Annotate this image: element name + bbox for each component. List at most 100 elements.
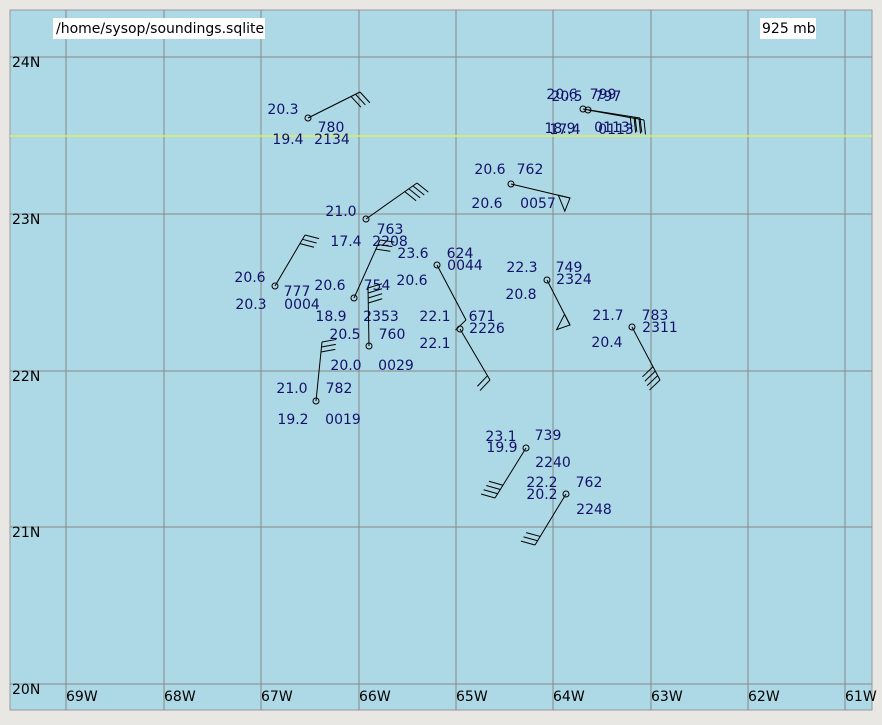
wind-barb [633,118,637,133]
wind-shaft [436,264,467,321]
wind-barb [304,234,320,240]
dewpoint: 22.1 [419,336,450,352]
dewpoint: 19.4 [272,132,303,148]
grid: 24N 23N 22N 21N 20N 69W 68W 67W 66W 65W 64W 63W 62W 6… [10,10,877,710]
stations: 20.3 780 19.4 2134 20.6 799 18.9 0113 20.5 797 17.… [234,87,678,546]
temperature: 22.3 [506,260,537,276]
station: 23.6 624 20.6 0044 [396,246,483,331]
height: 671 [469,309,496,325]
station: 20.3 780 19.4 2134 [267,91,371,148]
station: 20.6 799 18.9 0113 [544,87,643,137]
wind-barb [520,540,536,546]
wind-barb [526,532,541,537]
temperature: 22.1 [419,309,450,325]
station-marker [362,215,370,223]
code: 2353 [363,309,399,325]
latitude-label: 21N [12,525,40,541]
dewpoint: 20.2 [526,487,557,503]
wind-barb [639,117,643,133]
wind-barb [634,117,638,132]
wind-barb [486,485,501,490]
wind-barb [404,191,417,202]
wind-barb [320,348,336,353]
wind-barb [302,238,317,244]
code: 0113 [598,122,634,138]
height: 739 [535,428,562,444]
dewpoint: 20.8 [505,287,536,303]
longitude-label: 68W [164,689,196,705]
longitude-label: 67W [261,689,293,705]
temperature: 20.6 [474,162,505,178]
height: 780 [318,120,345,136]
station-marker [522,444,530,452]
wind-barb [408,188,421,199]
wind-barb [367,283,383,289]
wind-barb [477,375,488,387]
wind-barb [643,119,646,135]
wind-barb [480,493,496,499]
level: 925 mb [762,21,816,37]
wind-barb [629,116,633,131]
temperature: 20.5 [551,89,582,105]
dewpoint: 18.9 [315,309,346,325]
wind-barb [299,243,315,248]
level-box [760,18,816,39]
longitude-label: 69W [66,689,98,705]
station-marker [507,180,515,188]
height: 763 [377,222,404,238]
station-marker [579,105,587,113]
dewpoint: 20.6 [471,196,502,212]
temperature: 20.6 [314,278,345,294]
dewpoint: 20.4 [591,335,622,351]
dewpoint: 20.6 [396,273,427,289]
dewpoint: 20.3 [235,297,266,313]
station-marker [350,294,358,302]
height: 749 [556,260,583,276]
station: 20.6 762 20.6 0057 [471,162,571,213]
wind-barb [350,96,362,108]
wind-barb [355,93,366,106]
station: 22.1 671 22.1 2226 [419,309,505,391]
station-marker [304,114,312,122]
station-marker [312,397,320,405]
wind-barb [483,489,498,495]
latitude-label: 20N [12,682,40,698]
code: 0044 [447,258,483,274]
station-marker [584,106,592,114]
temperature: 23.6 [397,246,428,262]
station-marker [543,276,551,284]
station-marker [271,282,279,290]
wind-barb [359,91,371,104]
height: 762 [517,162,544,178]
station-marker [628,323,636,331]
code: 2208 [372,234,408,250]
wind-barb [321,343,336,348]
wind-barb [642,366,654,378]
station: 23.1 739 19.9 2240 [480,428,571,499]
code: 2226 [469,321,505,337]
map-background [9,9,873,711]
wind-barb [375,248,391,252]
wind-barb [321,338,337,343]
height: 777 [284,284,311,300]
wind-barb [638,119,642,134]
temperature: 21.0 [325,204,356,220]
station-marker [456,325,464,333]
station: 22.3 749 20.8 2324 [505,260,592,331]
wind-barb [649,379,661,391]
station: 21.7 783 20.4 2311 [591,308,678,391]
code: 0004 [284,297,320,313]
wind-shaft [353,239,381,299]
code: 2240 [535,455,571,471]
wind-barb [416,182,429,193]
longitude-label: 66W [359,689,391,705]
height: 760 [379,327,406,343]
wind-barb [379,239,395,243]
longitude-label: 64W [553,689,585,705]
dewpoint: 19.9 [486,440,517,456]
code: 0113 [594,120,630,136]
wind-barb [368,298,383,304]
longitude-label: 62W [748,689,780,705]
